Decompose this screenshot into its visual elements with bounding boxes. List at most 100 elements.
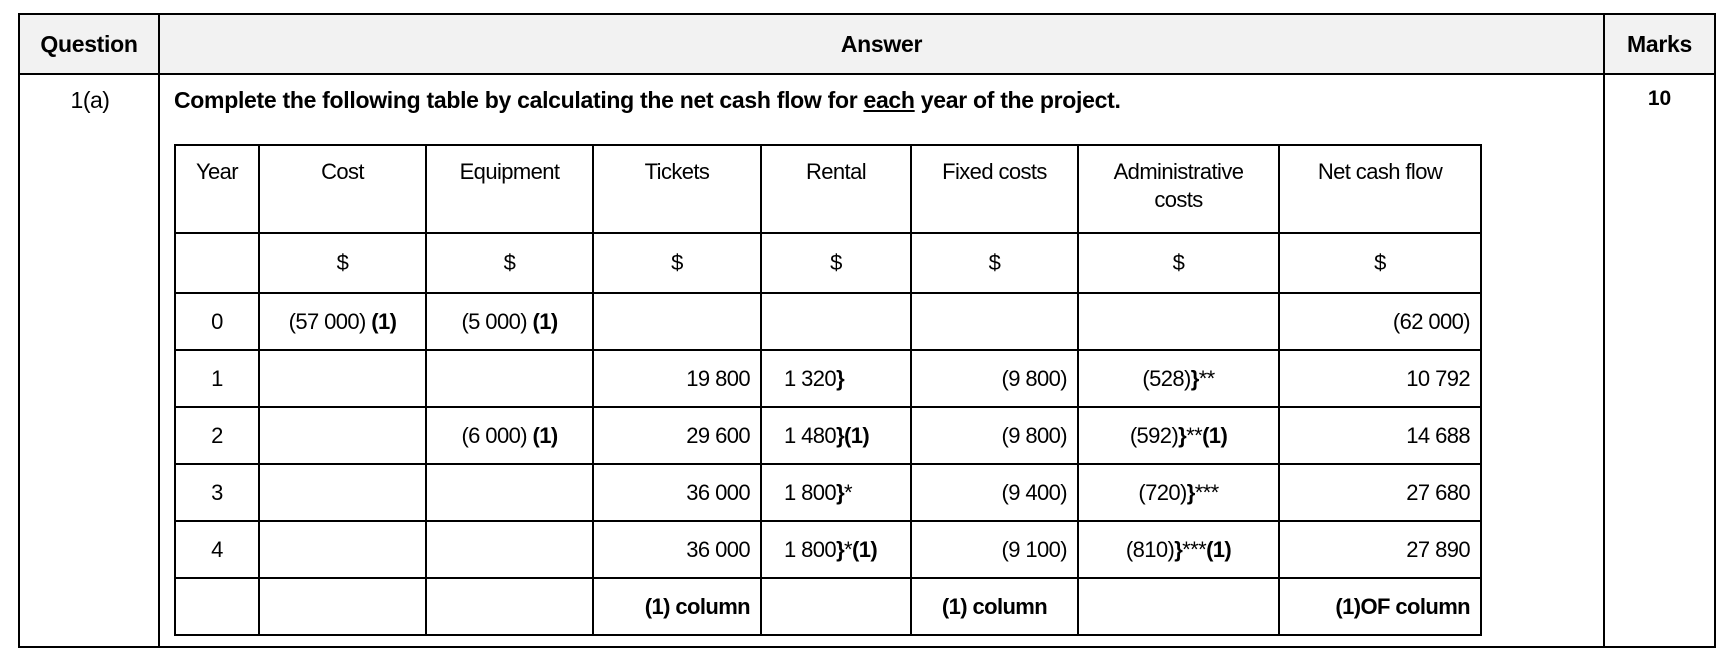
mark-annotation: (1) [532,308,558,334]
table-cell: (9 800) [910,349,1079,408]
cell-value: 1 800 [784,536,837,562]
table-cell: 14 688 [1278,406,1482,465]
cell-value: *** [1182,536,1207,562]
mark-annotation: } [1174,536,1183,562]
table-cell: 27 890 [1278,520,1482,579]
prompt-text: Complete the following table by calculat… [174,87,864,113]
cell-value: 36 000 [686,479,750,505]
table-cell: (5 000) (1) [425,292,594,351]
question-header: Question [40,30,138,57]
currency-cell: $ [1077,232,1280,294]
table-cell: 1 800}* [760,463,912,522]
column-header: Equipment [425,144,594,234]
mark-annotation: } [1190,365,1200,391]
table-cell: 1 800}*(1) [760,520,912,579]
cell-value: 4 [211,536,223,562]
cash-flow-table: Year Cost Equipment Tickets Rental Fixed cost… [174,144,1482,636]
table-cell: (9 400) [910,463,1079,522]
cell-value: 27 890 [1406,536,1470,562]
cell-value: 14 688 [1406,422,1470,448]
cell-value: ** [1186,422,1203,448]
table-cell [174,577,260,636]
currency-cell: $ [910,232,1079,294]
table-cell: (62 000) [1278,292,1482,351]
table-cell [425,520,594,579]
cell-value: 1 320 [784,365,837,391]
column-header: Cost [258,144,427,234]
prompt-text: year of the project. [914,87,1121,113]
table-cell [258,520,427,579]
currency-cell: $ [258,232,427,294]
table-cell [760,577,912,636]
table-cell [760,292,912,351]
table-cell: (528)}** [1077,349,1280,408]
table-row: 3 36 000 1 800}* (9 400) (720)}*** 27 680 [174,463,1482,522]
marks-row: (1) column (1) column (1)OF column [174,577,1482,636]
marks-header: Marks [1627,30,1692,57]
column-header: Year [174,144,260,234]
currency-cell [174,232,260,294]
mark-annotation: }(1) [836,422,870,448]
table-cell: 10 792 [1278,349,1482,408]
cell-value: 27 680 [1406,479,1470,505]
cell-value: (810) [1125,536,1175,562]
cell-value: * [844,479,853,505]
cell-value: 2 [211,422,223,448]
table-cell: 2 [174,406,260,465]
cell-value: * [844,536,853,562]
prompt-emphasis: each [863,87,915,113]
table-row: 0 (57 000) (1) (5 000) (1) (62 000) [174,292,1482,351]
table-cell [425,349,594,408]
cell-value: (592) [1129,422,1179,448]
cell-value: (720) [1138,479,1187,505]
table-cell: 1 480}(1) [760,406,912,465]
table-cell: 19 800 [592,349,762,408]
cell-value: 1 [211,365,223,391]
table-cell: 4 [174,520,260,579]
table-cell: 36 000 [592,520,762,579]
table-row: 4 36 000 1 800}*(1) (9 100) (810)}***(1) 27 8… [174,520,1482,579]
table-cell: (720)}*** [1077,463,1280,522]
table-cell: 27 680 [1278,463,1482,522]
cell-value: (6 000) [461,422,533,448]
currency-cell: $ [760,232,912,294]
mark-annotation: } [836,365,845,391]
table-cell [1077,577,1280,636]
table-cell: 1 [174,349,260,408]
mark-annotation: } [1186,479,1196,505]
table-cell: 3 [174,463,260,522]
mark-annotation: (1) [852,536,878,562]
table-row: 1 19 800 1 320} (9 800) (528)}** 10 792 [174,349,1482,408]
cell-value: ** [1198,365,1216,391]
header-row [20,15,1714,75]
cell-value: *** [1194,479,1219,505]
cell-value: 0 [211,308,223,334]
cell-value: (9 400) [1001,479,1067,505]
mark-annotation: (1)OF column [1335,593,1470,619]
table-cell: (810)}***(1) [1077,520,1280,579]
table-cell [425,463,594,522]
mark-annotation: (1) column [941,593,1048,619]
question-number: 1(a) [70,87,110,113]
table-cell: (6 000) (1) [425,406,594,465]
currency-row: $ $ $ $ $ $ $ [174,232,1482,294]
table-cell: 29 600 [592,406,762,465]
marks-value: 10 [1647,87,1672,110]
currency-cell: $ [425,232,594,294]
mark-annotation: (1) [532,422,558,448]
answer-header: Answer [840,30,923,57]
divider [1603,15,1605,646]
question-prompt: Complete the following table by calculat… [174,87,1121,114]
table-cell: (9 800) [910,406,1079,465]
table-cell [258,577,427,636]
table-cell [592,292,762,351]
cell-value: 3 [211,479,223,505]
cell-value: (9 100) [1001,536,1067,562]
cell-value: 19 800 [686,365,750,391]
cell-value: (62 000) [1392,308,1471,334]
table-cell: (9 100) [910,520,1079,579]
column-header: Rental [760,144,912,234]
table-cell: 0 [174,292,260,351]
cell-value: 1 480 [784,422,837,448]
divider [158,15,160,646]
